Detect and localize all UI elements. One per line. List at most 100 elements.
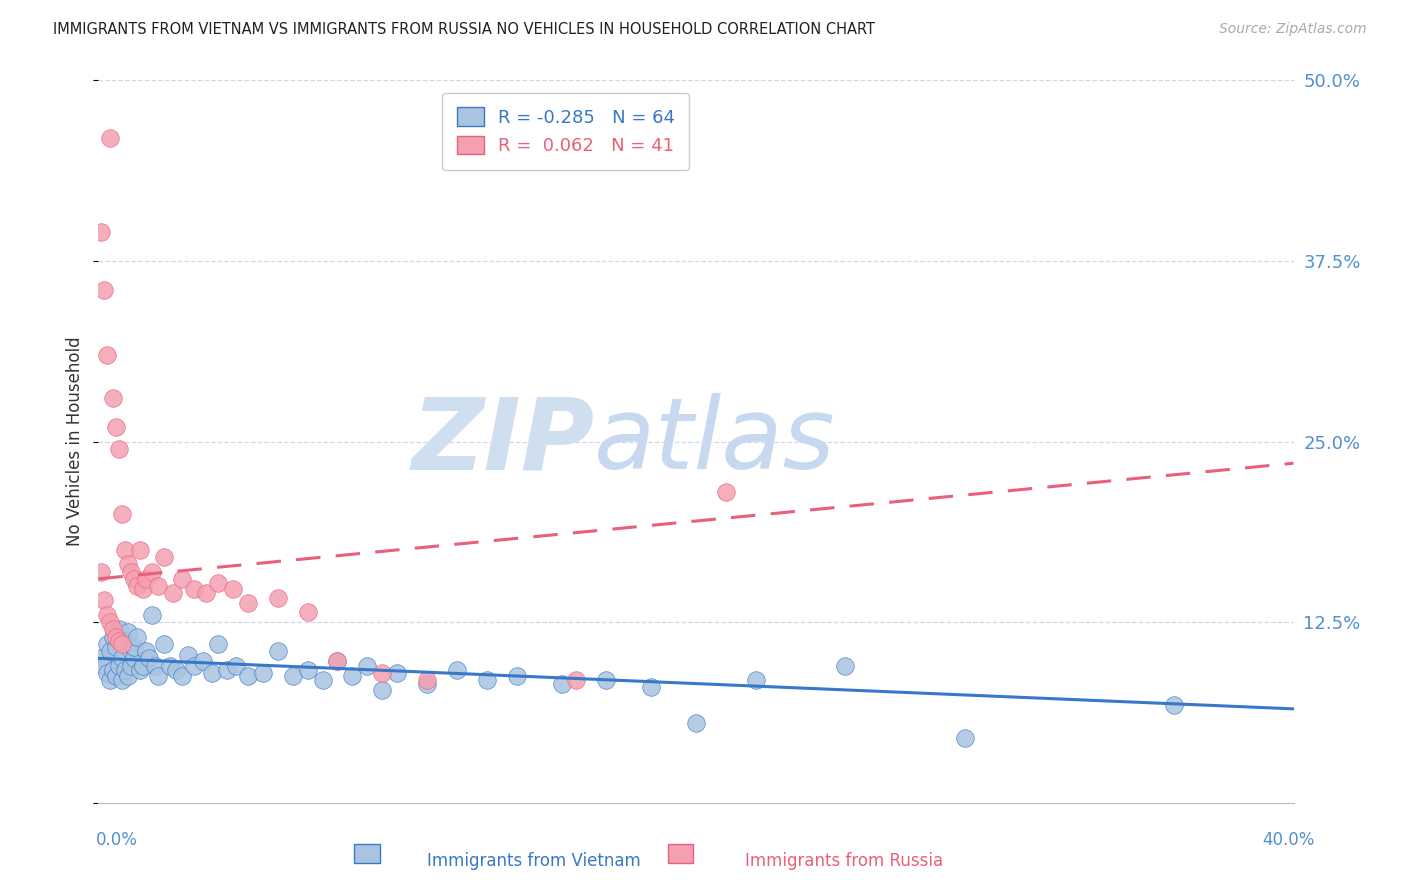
- Point: [105, 420, 128, 434]
- Point: [953, 731, 976, 745]
- Point: [162, 586, 184, 600]
- Point: [281, 668, 304, 682]
- Point: [132, 658, 155, 673]
- Point: [117, 668, 139, 682]
- Text: Source: ZipAtlas.com: Source: ZipAtlas.com: [1219, 22, 1367, 37]
- Point: [834, 658, 856, 673]
- Point: [105, 668, 128, 682]
- Point: [297, 605, 319, 619]
- Point: [475, 673, 498, 687]
- Point: [96, 607, 118, 622]
- Point: [98, 131, 122, 145]
- Point: [90, 225, 112, 239]
- Point: [103, 623, 125, 637]
- Y-axis label: No Vehicles in Household: No Vehicles in Household: [66, 336, 84, 547]
- Point: [108, 658, 131, 673]
- Point: [297, 663, 319, 677]
- Point: [111, 673, 134, 687]
- Point: [93, 658, 115, 673]
- Point: [356, 658, 378, 673]
- Text: atlas: atlas: [595, 393, 837, 490]
- Point: [98, 673, 122, 687]
- Point: [90, 565, 112, 579]
- Legend: R = -0.285   N = 64, R =  0.062   N = 41: R = -0.285 N = 64, R = 0.062 N = 41: [441, 93, 689, 169]
- Point: [98, 644, 122, 658]
- Point: [129, 542, 152, 557]
- Text: Immigrants from Vietnam: Immigrants from Vietnam: [427, 852, 641, 870]
- Point: [267, 644, 290, 658]
- Point: [93, 593, 115, 607]
- Point: [207, 576, 229, 591]
- Point: [129, 663, 152, 677]
- Point: [165, 663, 187, 677]
- Point: [132, 582, 155, 596]
- Point: [141, 565, 163, 579]
- Point: [108, 442, 131, 456]
- Point: [416, 673, 439, 687]
- Point: [172, 572, 194, 586]
- Point: [114, 634, 136, 648]
- Point: [135, 644, 157, 658]
- Point: [183, 658, 205, 673]
- Point: [326, 654, 349, 668]
- Point: [342, 668, 364, 682]
- Point: [565, 673, 588, 687]
- Point: [550, 677, 572, 691]
- Point: [207, 637, 229, 651]
- Point: [446, 663, 468, 677]
- Point: [108, 623, 131, 637]
- Point: [96, 665, 118, 680]
- Point: [120, 565, 142, 579]
- Point: [127, 579, 149, 593]
- Point: [141, 607, 163, 622]
- Point: [103, 391, 125, 405]
- Point: [371, 683, 394, 698]
- Point: [103, 663, 125, 677]
- Point: [105, 630, 128, 644]
- Point: [96, 637, 118, 651]
- Point: [595, 673, 617, 687]
- Point: [183, 582, 205, 596]
- Point: [385, 665, 409, 680]
- Point: [117, 558, 139, 572]
- Point: [159, 658, 181, 673]
- Point: [195, 586, 218, 600]
- Point: [685, 716, 707, 731]
- Point: [135, 572, 157, 586]
- Point: [117, 625, 139, 640]
- Point: [93, 283, 115, 297]
- Point: [311, 673, 333, 687]
- Point: [222, 582, 245, 596]
- Point: [745, 673, 768, 687]
- Point: [252, 665, 274, 680]
- Point: [1163, 698, 1185, 712]
- Point: [416, 677, 439, 691]
- Point: [96, 348, 118, 362]
- Point: [111, 637, 134, 651]
- Point: [236, 668, 259, 682]
- Point: [114, 663, 136, 677]
- Point: [177, 648, 200, 663]
- Point: [120, 644, 142, 658]
- Point: [143, 658, 166, 673]
- Point: [326, 654, 349, 668]
- Point: [108, 634, 131, 648]
- Point: [90, 651, 112, 665]
- Point: [120, 658, 142, 673]
- Point: [114, 542, 136, 557]
- Point: [371, 665, 394, 680]
- Text: 40.0%: 40.0%: [1263, 831, 1315, 849]
- Point: [236, 596, 259, 610]
- Point: [172, 668, 194, 682]
- Point: [138, 651, 160, 665]
- Text: 0.0%: 0.0%: [96, 831, 138, 849]
- Point: [127, 630, 149, 644]
- Point: [124, 572, 146, 586]
- Point: [148, 668, 170, 682]
- Point: [225, 658, 247, 673]
- Point: [201, 665, 224, 680]
- Point: [215, 663, 238, 677]
- Point: [124, 640, 146, 654]
- Point: [640, 680, 662, 694]
- Text: ZIP: ZIP: [412, 393, 595, 490]
